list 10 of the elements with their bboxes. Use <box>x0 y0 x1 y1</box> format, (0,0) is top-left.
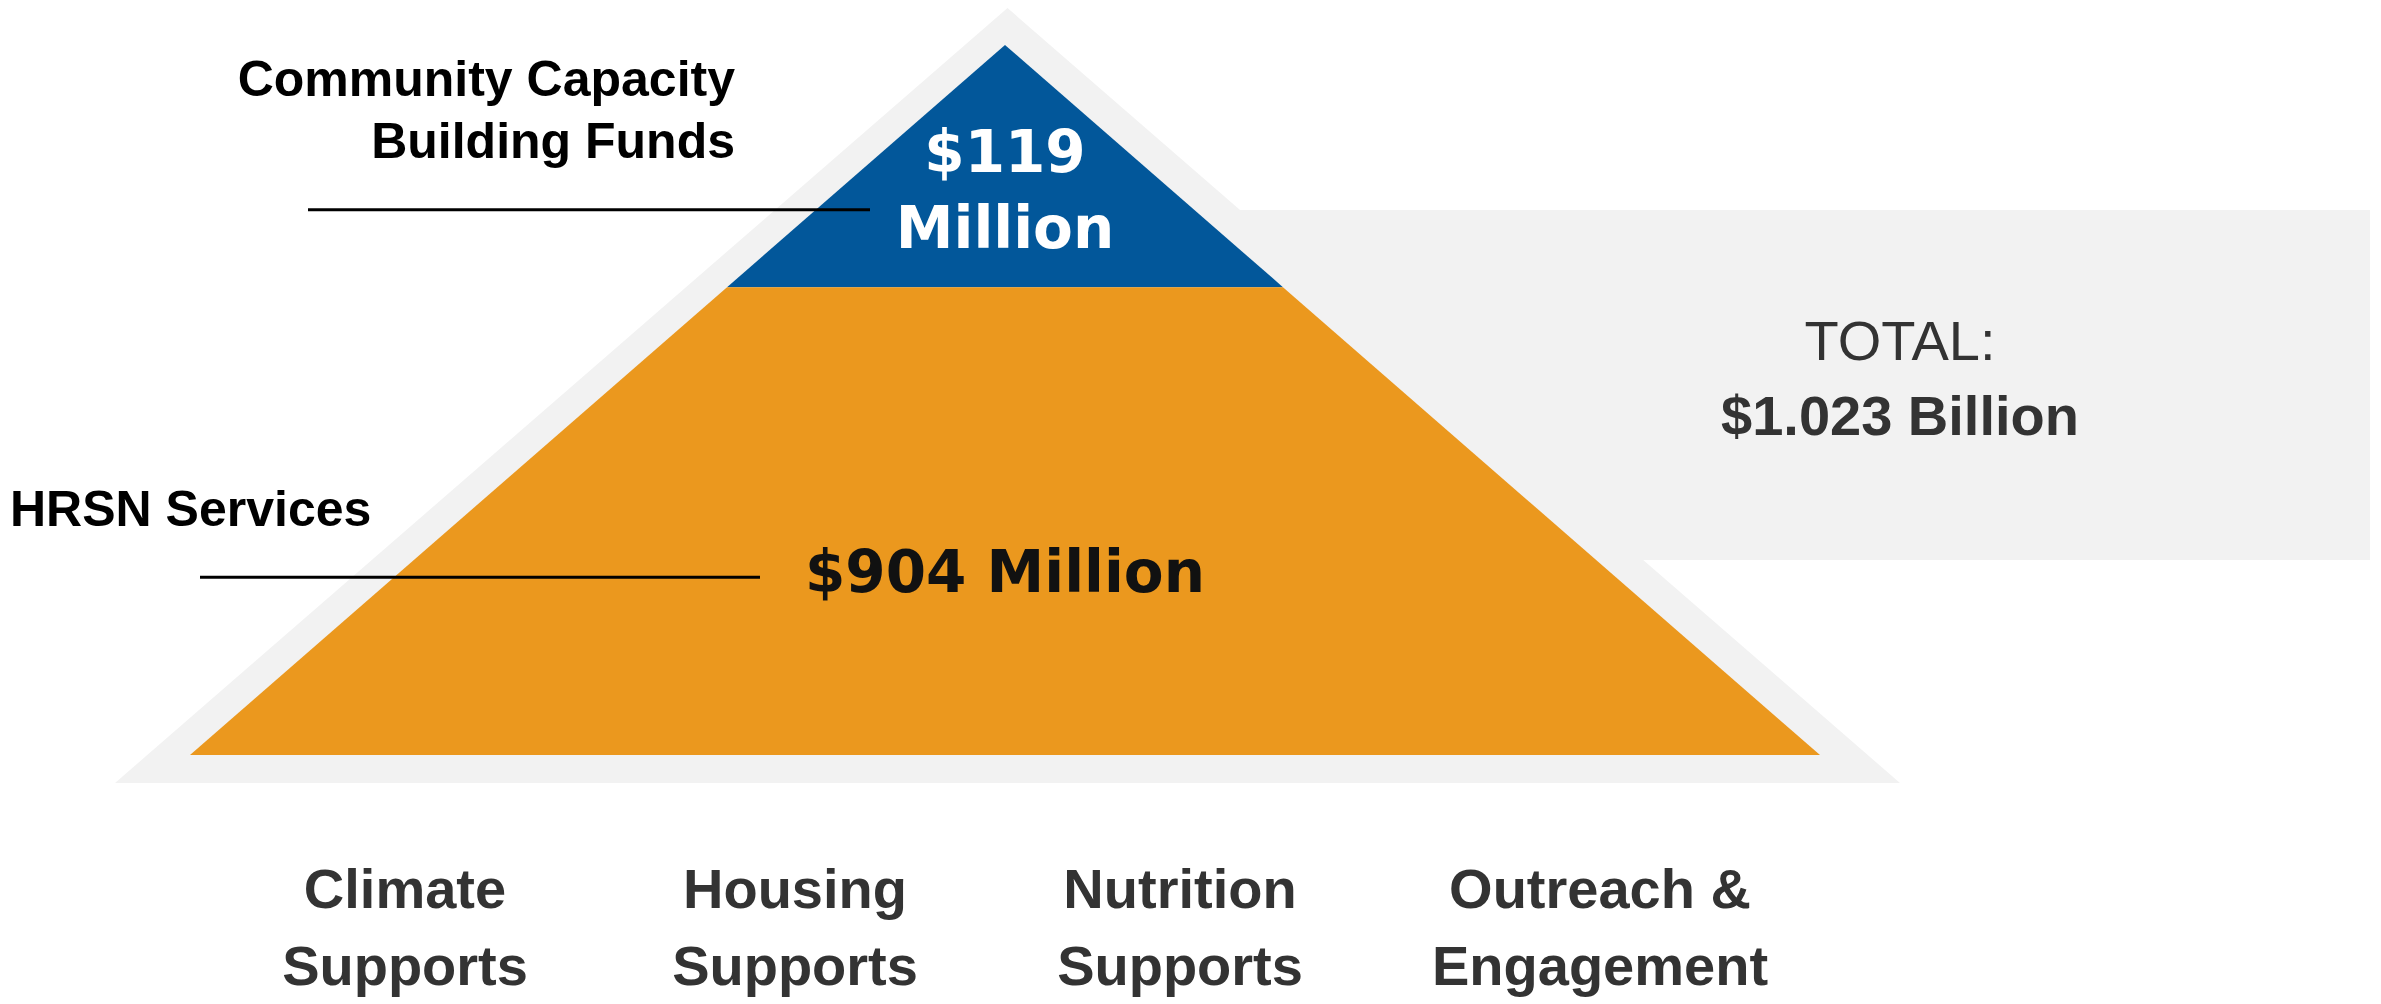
text: Housing Supports <box>672 857 918 998</box>
data-label: $119 Million <box>895 118 1115 263</box>
text: TOTAL: <box>1804 309 1996 373</box>
category-label: Community Capacity Building Funds <box>237 51 736 170</box>
data-label: $904 Million <box>805 538 1205 607</box>
text: Nutrition Supports <box>1057 857 1303 998</box>
text: $1.023 Billion <box>1721 384 2079 448</box>
text: Climate Supports <box>282 857 528 998</box>
text: Outreach & Engagement <box>1431 857 1769 998</box>
category-label: HRSN Services <box>10 481 372 537</box>
